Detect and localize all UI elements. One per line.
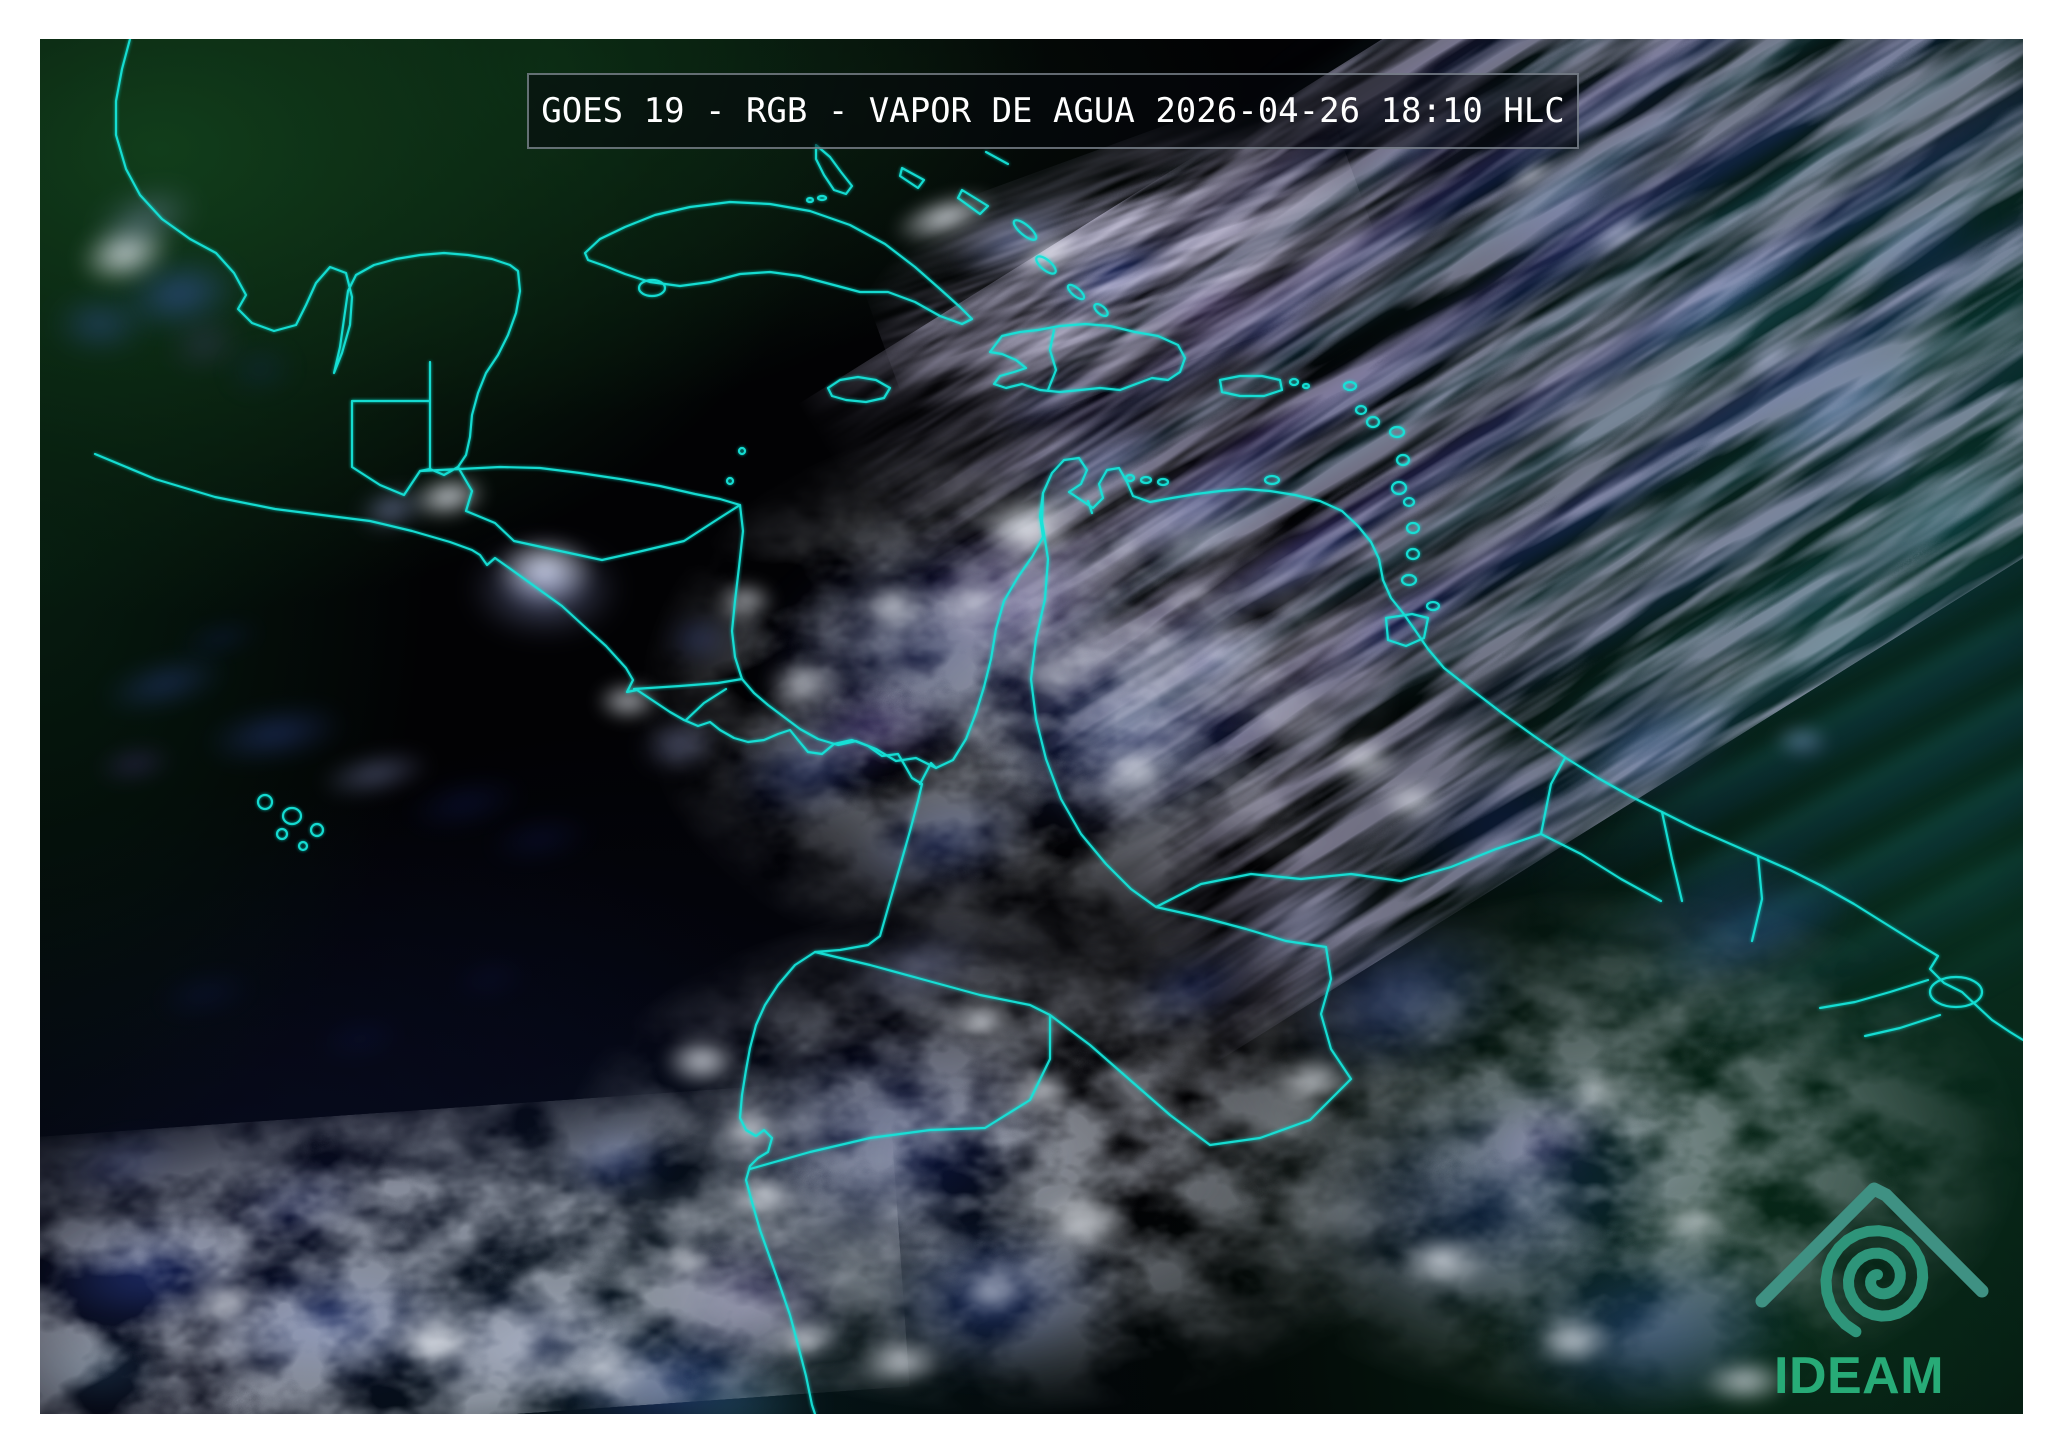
cloud-texture [640, 419, 1400, 979]
ideam-wordmark: IDEAM [1774, 1347, 1945, 1405]
coastline-caribbean [114, 39, 2023, 1042]
coastline-pacific [93, 452, 924, 1414]
cloud-texture [40, 1077, 910, 1414]
small-island-dots [256, 194, 1984, 1009]
satellite-image: GOES 19 - RGB - VAPOR DE AGUA 2026-04-26… [40, 39, 2023, 1414]
ideam-logo-mark [1755, 1182, 1989, 1338]
title-bar: GOES 19 - RGB - VAPOR DE AGUA 2026-04-26… [527, 73, 1579, 149]
cloud-texture [1190, 889, 2023, 1414]
image-title: GOES 19 - RGB - VAPOR DE AGUA 2026-04-26… [541, 91, 1565, 131]
spiral-icon [1820, 1225, 1929, 1338]
cloud-blob [440, 524, 650, 654]
ideam-logo: IDEAM [1752, 1175, 1992, 1402]
map-outlines [93, 39, 2023, 1414]
cloud-blob [40, 289, 165, 359]
cloud-texture [845, 70, 1395, 458]
island-outlines [583, 143, 1942, 1038]
mountain-icon [1755, 1182, 1989, 1308]
cloud-blob [1762, 718, 1842, 764]
country-borders [350, 328, 1764, 1171]
